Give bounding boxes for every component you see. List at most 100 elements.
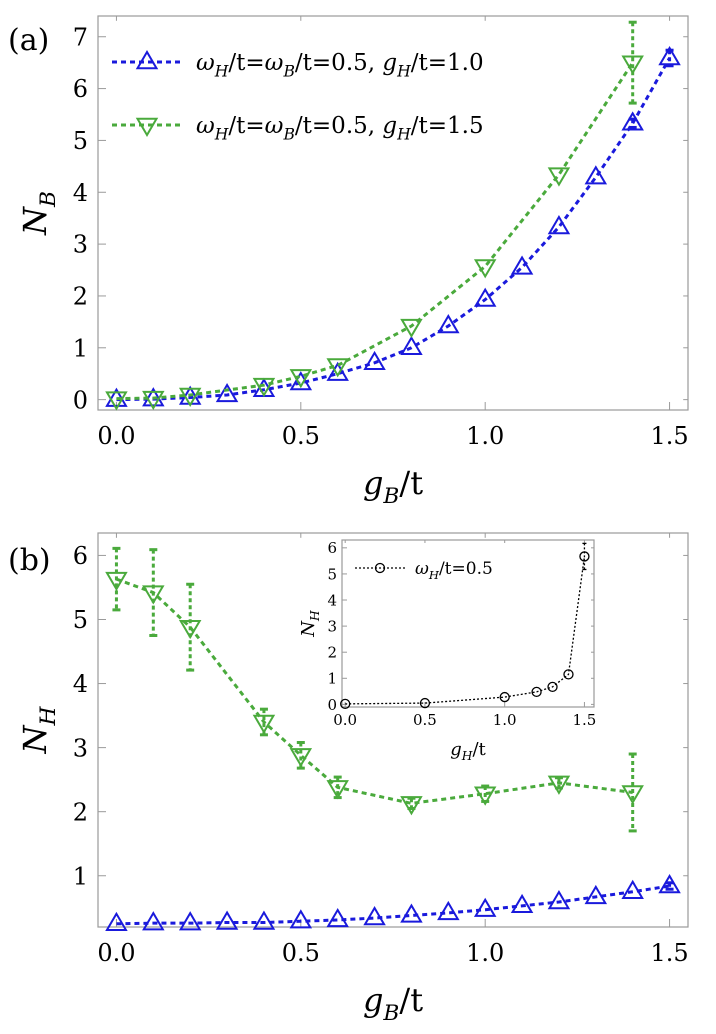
- panel-b-series-1-point: [105, 571, 128, 592]
- panel-b-x-tick-label: 0.5: [282, 939, 320, 967]
- panel-b-series-0-point: [584, 884, 608, 905]
- inset-frame: [341, 539, 595, 708]
- panel-a-series-0-point: [326, 361, 349, 381]
- panel-a-series-1-point: [178, 387, 202, 407]
- panel-b-series-1-point: [178, 619, 202, 640]
- inset-y-axis-label: NH: [298, 610, 322, 638]
- panel-a-series-1-point: [142, 390, 165, 411]
- panel-a-y-tick-label: 0: [73, 386, 88, 414]
- panel-a-y-axis-label: NB: [16, 191, 61, 236]
- inset-y-tick-label: 0: [327, 696, 337, 714]
- panel-b-x-tick-label: 1.0: [466, 939, 504, 967]
- panel-a-x-tick-label: 1.5: [650, 422, 688, 450]
- panel-b-series-0-point: [142, 911, 165, 931]
- panel-b-x-axis-label: gB/t: [363, 981, 423, 1026]
- panel-a-series-1-point: [547, 167, 571, 187]
- panel-b-series-1-point: [547, 775, 571, 795]
- panel-b-y-tick-label: 3: [73, 734, 88, 762]
- panel-a-series-0-point: [289, 371, 313, 391]
- panel-b-series-0-point: [215, 910, 239, 930]
- panel-b-y-tick-label: 5: [73, 606, 88, 634]
- inset-x-tick-label: 1.0: [493, 711, 517, 729]
- panel-a-legend-label-1: ωH/t=ωB/t=0.5, gH/t=1.5: [196, 113, 484, 143]
- inset-y-tick-label: 6: [327, 539, 337, 557]
- panel-b-series-1-point: [621, 785, 644, 805]
- panel-a-series-1-line: [116, 61, 634, 401]
- inset-y-tick-label: 5: [327, 565, 337, 583]
- panel-b-y-tick-label: 6: [73, 542, 88, 570]
- panel-b-y-axis-label: NH: [16, 705, 61, 754]
- panel-b-series-1-point: [289, 748, 313, 768]
- panel-a-y-tick-label: 2: [73, 283, 88, 311]
- panel-b-y-tick-label: 2: [73, 798, 88, 826]
- panel-a-x-tick-label: 0.5: [282, 422, 320, 450]
- panel-a-y-tick-label: 1: [73, 334, 88, 362]
- panel-b-series-1-point: [326, 780, 349, 800]
- inset-legend-label: ωH/t=0.5: [415, 559, 493, 582]
- panel-a-series-0-point: [510, 255, 534, 275]
- panel-b-x-tick-label: 1.5: [650, 939, 688, 967]
- panel-b-series-1-point: [400, 796, 423, 816]
- panel-a-series-1-point: [326, 358, 349, 378]
- panel-b-series-0-point: [473, 897, 497, 917]
- panel-a-series-1-point: [473, 259, 497, 279]
- panel-a-y-tick-label: 7: [73, 23, 88, 51]
- panel-a-y-tick-label: 3: [73, 231, 88, 259]
- panel-b-label: (b): [8, 543, 51, 578]
- inset-x-tick-label: 0.5: [413, 711, 437, 729]
- inset-series-0-point: [579, 551, 590, 562]
- panel-a-legend-marker-0: [135, 50, 159, 70]
- panel-a-series-1-point: [621, 55, 644, 75]
- panel-a-series-0-point: [584, 165, 608, 185]
- panel-a-x-axis-label: gB/t: [363, 464, 423, 509]
- inset-y-tick-label: 3: [327, 618, 337, 636]
- panel-b-series-0-point: [363, 906, 386, 926]
- panel-a-series-1-point: [105, 391, 128, 411]
- inset-series-0-point: [419, 697, 431, 709]
- panel-a-x-tick-label: 1.0: [466, 422, 504, 450]
- panel-a-series-1-point: [289, 369, 313, 389]
- inset-series-0-point: [531, 686, 542, 698]
- panel-a-series-0-point: [437, 314, 460, 334]
- inset-series-0-point: [499, 691, 510, 703]
- inset-x-tick-label: 0.0: [333, 711, 357, 729]
- panel-b-series-0-line: [116, 884, 670, 926]
- panel-b-series-1-point: [252, 714, 276, 734]
- panel-a-y-tick-label: 5: [73, 127, 88, 155]
- panel-a-frame: [97, 15, 689, 411]
- panel-a-series-0-point: [621, 111, 644, 131]
- inset-series-0-line: [345, 556, 586, 705]
- inset-x-tick-label: 1.5: [573, 711, 597, 729]
- panel-b-series-1-line: [115, 577, 633, 805]
- panel-a-legend-marker-1: [135, 117, 159, 137]
- panel-b-series-0-point: [289, 909, 313, 929]
- panel-b-series-0-point: [547, 890, 571, 910]
- panel-a-series-0-point: [658, 46, 681, 66]
- panel-a-series-0-point: [363, 350, 386, 371]
- panel-a-panel: 0.0 0.5 1.0 1.5 0 1 2 3 4 5 6 7 gB/t NB: [16, 15, 689, 509]
- panel-b-series-0-point: [326, 907, 349, 928]
- panel-b-y-tick-label: 4: [73, 670, 88, 698]
- panel-b-series-0-point: [437, 900, 460, 921]
- panel-b-series-1-point: [473, 786, 497, 806]
- panel-b-x-tick-label: 0.0: [97, 939, 135, 967]
- panel-b-frame: [97, 532, 689, 928]
- panel-a-series-0-point: [215, 382, 239, 403]
- panel-a-series-0-point: [400, 335, 423, 355]
- panel-b-series-0-point: [178, 911, 202, 931]
- panel-a-legend-label-0: ωH/t=ωB/t=0.5, gH/t=1.0: [196, 50, 484, 80]
- inset-series-0-point: [340, 698, 351, 710]
- panel-a-y-tick-label: 6: [73, 75, 88, 103]
- panel-a-series-0-point: [547, 215, 571, 235]
- panel-a-label: (a): [8, 23, 49, 58]
- panel-a-series-0-line: [116, 57, 671, 402]
- panel-b-series-0-point: [252, 910, 276, 930]
- inset-series-0-point: [563, 669, 574, 680]
- panel-b-series-0-point: [105, 911, 128, 931]
- panel-a-x-tick-label: 0.0: [97, 422, 135, 450]
- inset-legend-marker: [374, 562, 386, 574]
- panel-b-series-0-point: [658, 874, 681, 894]
- panel-b-panel: 0.0 0.5 1.0 1.5 1 2 3 4 5 6 gB/t NH: [16, 532, 689, 1026]
- panel-b-series-1-point: [142, 585, 165, 605]
